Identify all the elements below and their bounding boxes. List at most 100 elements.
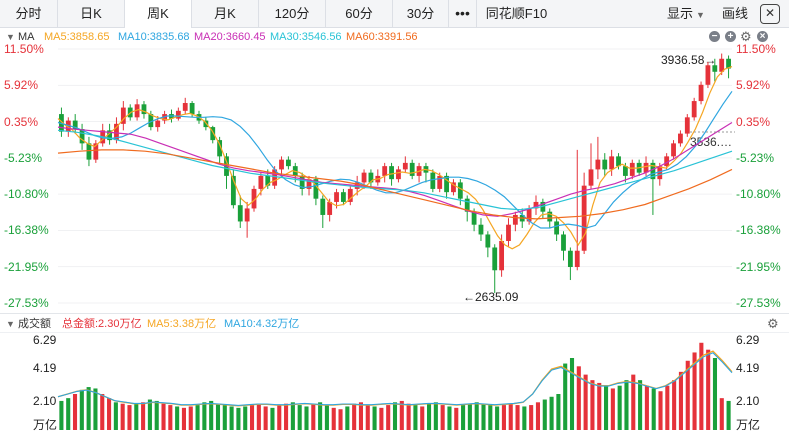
candle-body (114, 123, 119, 141)
minus-icon[interactable]: − (709, 31, 720, 42)
volume-ma5: MA5:3.38万亿 (147, 318, 217, 330)
volume-bar (535, 402, 541, 430)
volume-bar (86, 387, 91, 430)
candle-body (72, 120, 78, 130)
candle-body (361, 172, 367, 183)
candle-body (595, 159, 601, 170)
volume-bar (481, 403, 486, 430)
tab-60min[interactable]: 60分 (326, 0, 393, 28)
more-options-button[interactable]: ••• (449, 0, 477, 28)
volume-gear-icon[interactable]: ⚙ (767, 316, 779, 331)
candle-body (581, 185, 587, 251)
volume-bar (692, 352, 697, 430)
volume-bar (209, 400, 214, 430)
candle-body (389, 166, 394, 180)
candle-body (430, 172, 436, 189)
volume-indicator-name[interactable]: 成交额 (18, 318, 51, 330)
price-tick-label: -16.38% (736, 223, 781, 238)
candle-body (134, 104, 140, 118)
candle-body (217, 140, 223, 157)
volume-bar (685, 360, 690, 430)
volume-bar (249, 405, 255, 430)
candle-body (609, 156, 615, 170)
volume-bar (188, 406, 193, 430)
plus-icon[interactable]: + (725, 31, 736, 42)
candle-body (320, 198, 326, 215)
volume-bar (556, 394, 561, 430)
volume-bar (617, 385, 622, 430)
volume-tick-mid-right: 4.19 (736, 361, 760, 375)
candle-body (437, 175, 443, 189)
price-tick-label: -27.53% (736, 296, 781, 310)
tab-30min[interactable]: 30分 (393, 0, 449, 28)
tab-weekly-k[interactable]: 周K (125, 0, 192, 28)
volume-bar (113, 402, 118, 430)
candle-body (512, 214, 518, 225)
ma60-line (57, 149, 733, 220)
candle-body (285, 159, 291, 167)
volume-tick-low-right: 2.10 (736, 394, 760, 408)
f10-button[interactable]: 同花顺F10 (485, 6, 548, 21)
display-menu[interactable]: 显示 ▼ (667, 0, 705, 28)
tab-daily-k[interactable]: 日K (58, 0, 125, 28)
volume-bar (263, 406, 268, 430)
gear-icon[interactable]: ⚙ (740, 29, 752, 44)
candle-body (719, 58, 725, 72)
volume-bar (712, 358, 718, 430)
draw-line-button[interactable]: 画线 (722, 6, 749, 21)
volume-bar (243, 406, 248, 430)
volume-bar (290, 402, 295, 430)
tab-monthly-k[interactable]: 月K (192, 0, 259, 28)
volume-bar (256, 403, 261, 430)
close-circle-icon[interactable]: × (757, 31, 768, 42)
candle-body (712, 65, 718, 72)
volume-bar (644, 385, 649, 430)
candle-body (258, 175, 264, 189)
volume-bar (297, 405, 302, 430)
candle-body (244, 208, 250, 222)
tab-intraday[interactable]: 分时 (0, 0, 58, 28)
collapse-chevron-icon[interactable]: ▼ (6, 319, 15, 329)
candle-body (464, 198, 470, 212)
tab-120min[interactable]: 120分 (259, 0, 326, 28)
indicator-name[interactable]: MA (18, 31, 35, 43)
legend-ma10: MA10:3835.68 (118, 31, 190, 43)
volume-bar (474, 402, 479, 430)
high-price-marker: 3936.58→ (661, 53, 717, 67)
volume-unit-right: 万亿 (736, 418, 761, 432)
candle-body (698, 84, 704, 102)
volume-bar (120, 403, 125, 430)
volume-total: 总金额:2.30万亿 (62, 318, 142, 330)
candle-body (691, 101, 697, 118)
collapse-chevron-icon[interactable]: ▼ (6, 32, 15, 42)
volume-bar (100, 394, 105, 430)
legend-ma30: MA30:3546.56 (270, 31, 342, 43)
legend-ma20: MA20:3660.45 (194, 31, 266, 43)
candle-body (313, 179, 319, 199)
volume-bar (433, 402, 438, 430)
price-tick-label: -21.95% (4, 259, 49, 274)
volume-bar (277, 405, 282, 430)
candle-body (526, 208, 532, 222)
candle-body (622, 166, 628, 176)
volume-bar (406, 403, 411, 430)
volume-bar (495, 406, 500, 430)
price-tick-label: 11.50% (736, 42, 776, 56)
volume-ma10: MA10:4.32万亿 (224, 318, 300, 330)
volume-bar (195, 405, 200, 430)
ma20-line (57, 121, 733, 217)
ma5-line (57, 66, 733, 250)
volume-bar (508, 403, 513, 430)
volume-bar (358, 402, 364, 430)
volume-tick-low-left: 2.10 (33, 394, 57, 408)
price-tick-label: -10.80% (4, 187, 49, 202)
volume-bar (672, 380, 677, 430)
candle-body (574, 250, 580, 268)
close-button[interactable]: ✕ (760, 4, 780, 24)
candle-body (107, 130, 112, 141)
volume-tick-top-left: 6.29 (33, 333, 57, 347)
legend-ma60: MA60:3391.56 (346, 31, 418, 43)
volume-bar (181, 407, 186, 430)
volume-bar (597, 382, 602, 430)
